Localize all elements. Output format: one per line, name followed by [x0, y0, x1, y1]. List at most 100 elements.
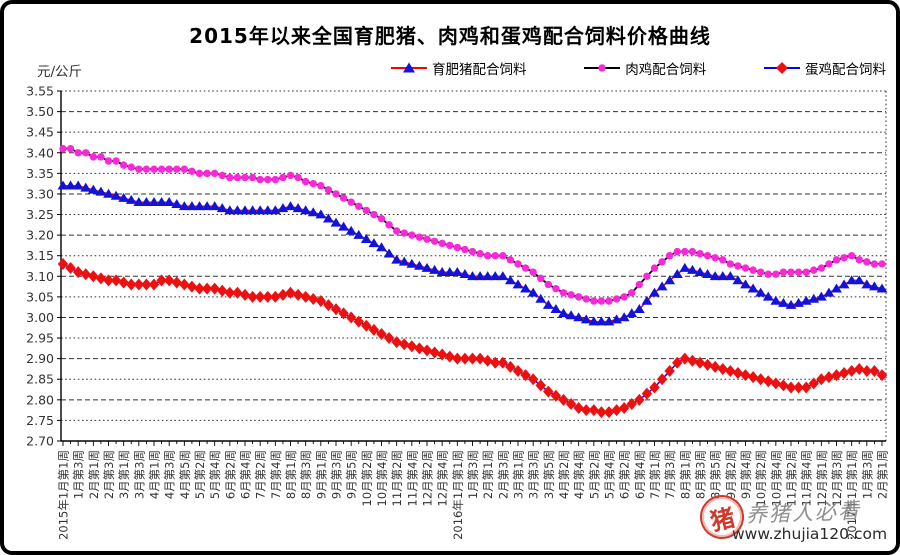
- diamond-marker: [270, 290, 281, 303]
- series-蛋鸡配合饲料: [57, 257, 888, 419]
- diamond-marker: [656, 373, 668, 386]
- triangle-marker: [403, 62, 415, 73]
- x-tick-label: 4月第4周: [572, 450, 586, 499]
- triangle-marker: [489, 271, 501, 281]
- triangle-marker: [853, 275, 865, 285]
- circle-marker: [294, 173, 302, 182]
- legend-label: 蛋鸡配合饲料: [805, 62, 886, 78]
- triangle-marker: [103, 188, 114, 198]
- price-line-chart: 3.55 3.50 3.45 3.40 3.35 3.30 3.25 3.20 3.15 3.10…: [26, 84, 890, 540]
- diamond-marker: [664, 365, 675, 377]
- triangle-marker: [95, 186, 107, 196]
- circle-marker: [590, 297, 598, 305]
- circle-marker: [195, 169, 204, 178]
- x-tick-label: 2017年1月第1周: [845, 450, 859, 540]
- circle-marker: [620, 293, 628, 301]
- circle-marker: [855, 256, 863, 264]
- diamond-marker: [808, 377, 819, 390]
- triangle-marker: [626, 308, 638, 318]
- triangle-marker: [755, 287, 767, 297]
- diamond-marker: [277, 288, 289, 301]
- diamond-marker: [308, 292, 319, 305]
- diamond-marker: [565, 397, 577, 410]
- y-axis-unit-label: 元/公斤: [37, 64, 83, 80]
- y-tick-label: 3.15: [26, 248, 54, 263]
- x-tick-label: 12月第4周: [436, 450, 450, 506]
- y-tick-label: 3.55: [26, 84, 54, 99]
- circle-marker: [218, 171, 226, 180]
- triangle-marker: [527, 287, 539, 297]
- triangle-marker: [664, 275, 676, 285]
- triangle-marker: [709, 271, 721, 281]
- circle-marker: [597, 297, 606, 305]
- triangle-marker: [687, 264, 698, 274]
- diamond-marker: [80, 268, 91, 281]
- circle-marker: [847, 252, 856, 260]
- triangle-marker: [732, 275, 744, 285]
- x-tick-label: 12月第1周: [815, 450, 829, 506]
- circle-marker: [552, 284, 560, 293]
- triangle-marker: [163, 196, 175, 206]
- circle-marker: [688, 247, 697, 256]
- triangle-marker: [148, 196, 160, 206]
- diamond-marker: [490, 356, 501, 369]
- triangle-marker: [823, 287, 835, 297]
- circle-marker: [605, 297, 613, 305]
- diamond-marker: [876, 369, 888, 382]
- x-tick-label: 2月第3周: [496, 450, 510, 499]
- diamond-marker: [224, 286, 236, 299]
- y-tick-label: 2.95: [26, 331, 54, 346]
- circle-marker: [112, 157, 120, 165]
- triangle-marker: [300, 205, 312, 215]
- triangle-marker: [353, 229, 365, 239]
- diamond-marker: [353, 315, 364, 328]
- triangle-marker: [580, 314, 592, 324]
- triangle-marker: [740, 279, 751, 289]
- triangle-marker: [876, 283, 888, 293]
- circle-marker: [142, 165, 151, 173]
- diamond-marker: [57, 257, 69, 270]
- triangle-marker: [815, 291, 827, 301]
- circle-marker: [878, 260, 886, 268]
- x-tick-label: 3月第5周: [542, 450, 556, 499]
- circle-marker: [810, 266, 818, 274]
- triangle-marker: [338, 221, 349, 231]
- triangle-marker: [178, 201, 190, 211]
- circle-marker: [461, 245, 469, 254]
- circle-marker: [423, 235, 431, 243]
- triangle-marker: [535, 293, 547, 303]
- diamond-marker: [171, 276, 182, 289]
- circle-marker: [787, 268, 795, 276]
- circle-marker: [817, 264, 826, 272]
- diamond-marker: [755, 373, 766, 386]
- diamond-marker: [209, 282, 220, 295]
- diamond-marker: [588, 404, 600, 417]
- circle-marker: [233, 173, 242, 182]
- legend-circle-icon: [584, 64, 621, 72]
- circle-marker: [150, 165, 158, 173]
- x-tick-label: 11月第2周: [785, 450, 799, 506]
- triangle-marker: [201, 201, 213, 211]
- x-tick-label: 2月第1周: [876, 450, 890, 499]
- x-tick-label: 11月第4周: [800, 450, 814, 506]
- x-tick-label: 9月第1周: [314, 450, 328, 499]
- x-tick-label: 8月第3周: [694, 450, 708, 499]
- x-tick-label: 2015年1月第1周: [57, 450, 71, 540]
- circle-marker: [408, 231, 416, 239]
- circle-marker: [66, 144, 75, 153]
- diamond-marker: [527, 373, 539, 386]
- diamond-marker: [163, 274, 175, 287]
- triangle-marker: [72, 180, 84, 190]
- x-tick-label: 10月第4周: [375, 450, 389, 506]
- circle-marker: [271, 175, 280, 184]
- diamond-marker: [603, 406, 615, 419]
- diamond-marker: [679, 352, 691, 365]
- triangle-marker: [224, 205, 236, 215]
- diamond-marker: [573, 402, 584, 415]
- diamond-marker: [846, 365, 857, 377]
- circle-marker: [574, 293, 583, 301]
- circle-marker: [256, 175, 264, 184]
- circle-marker: [362, 206, 371, 215]
- x-tick-label: 6月第2周: [223, 450, 237, 499]
- triangle-marker: [724, 271, 736, 281]
